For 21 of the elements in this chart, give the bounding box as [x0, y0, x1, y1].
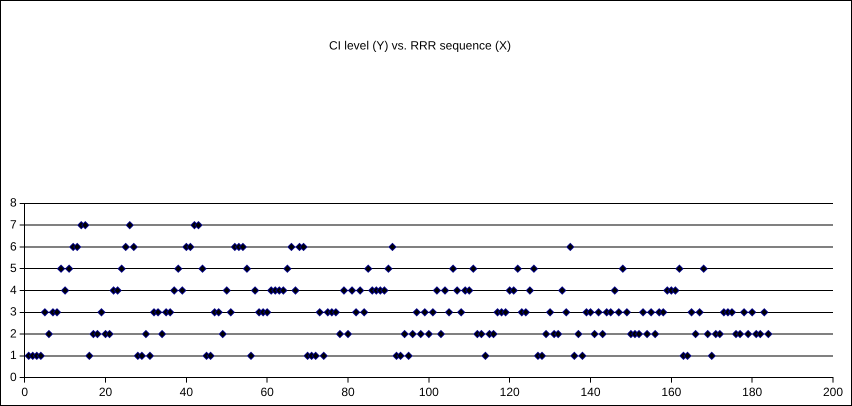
y-tick-label: 0: [10, 370, 17, 384]
x-tick-label: 200: [822, 385, 844, 400]
x-tick-label: 80: [341, 385, 355, 400]
y-tick-label: 7: [10, 217, 17, 232]
x-tick-label: 140: [580, 385, 601, 400]
y-tick-label: 6: [10, 239, 17, 254]
y-tick-label: 1: [10, 348, 17, 362]
x-tick-label: 20: [98, 385, 112, 400]
y-tick-label: 8: [10, 196, 17, 210]
chart-title: CI level (Y) vs. RRR sequence (X): [328, 38, 512, 53]
x-tick-label: 60: [260, 385, 274, 400]
x-tick-label: 40: [180, 385, 194, 400]
y-tick-label: 3: [10, 304, 17, 319]
x-tick-label: 0: [21, 385, 28, 400]
x-tick-label: 180: [742, 385, 762, 400]
x-tick-label: 120: [500, 385, 520, 400]
x-tick-label: 160: [661, 385, 682, 400]
y-tick-label: 5: [10, 261, 17, 276]
x-tick-label: 100: [418, 385, 440, 400]
y-tick-label: 4: [10, 282, 17, 297]
y-tick-label: 2: [10, 326, 17, 340]
